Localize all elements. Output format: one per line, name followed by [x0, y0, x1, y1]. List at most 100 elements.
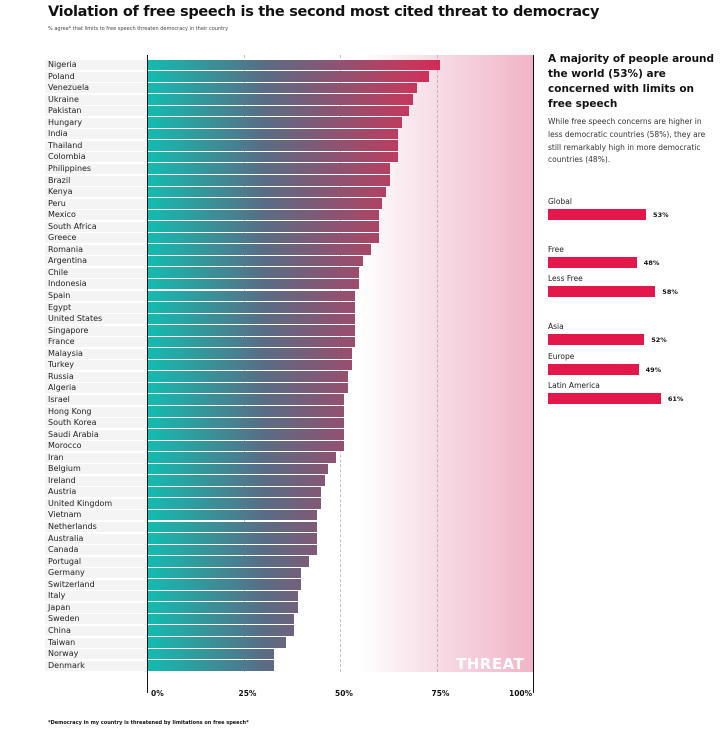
- bar-row: Colombia: [45, 151, 533, 163]
- bar-row: Poland: [45, 71, 533, 83]
- label-band: [45, 475, 147, 486]
- bar: [147, 660, 275, 671]
- bar-row: Egypt: [45, 302, 533, 314]
- bar-row: Australia: [45, 533, 533, 545]
- bar: [147, 429, 344, 440]
- label-band: [45, 464, 147, 475]
- category-label: Netherlands: [48, 522, 97, 531]
- bar-row: South Korea: [45, 417, 533, 429]
- label-band: [45, 522, 147, 532]
- category-label: Malaysia: [48, 348, 83, 358]
- bar: [147, 117, 402, 128]
- bar-row: Denmark: [45, 660, 533, 672]
- bar: [147, 394, 344, 405]
- bar-row: Canada: [45, 544, 533, 556]
- bar: [147, 406, 344, 417]
- category-label: Israel: [48, 394, 70, 404]
- label-band: [45, 175, 147, 186]
- bar: [147, 475, 325, 486]
- panel-heading: A majority of people around the world (5…: [548, 53, 715, 110]
- category-label: Australia: [48, 533, 84, 543]
- bar-row: Greece: [45, 232, 533, 244]
- bar-row: Venezuela: [45, 82, 533, 94]
- category-label: Japan: [48, 602, 71, 612]
- bar: [147, 198, 383, 209]
- axis-line: [147, 55, 148, 693]
- bar-row: Spain: [45, 290, 533, 302]
- label-band: [45, 533, 147, 544]
- category-label: Canada: [48, 545, 79, 555]
- label-band: [45, 625, 147, 636]
- label-band: [45, 614, 147, 625]
- label-band: [45, 140, 147, 151]
- category-label: South Korea: [48, 418, 97, 428]
- label-band: [45, 163, 147, 174]
- bar-row: Norway: [45, 648, 533, 660]
- bar: [147, 440, 344, 452]
- bar: [147, 359, 352, 371]
- panel-bar: [548, 286, 656, 297]
- bar: [147, 105, 410, 117]
- category-label: Austria: [48, 487, 77, 497]
- label-band: [45, 660, 147, 671]
- category-label: Poland: [48, 71, 75, 81]
- panel-bar: [548, 334, 645, 345]
- bar: [147, 175, 391, 186]
- panel-bar-value: 49%: [645, 366, 662, 374]
- panel-bar-value: 58%: [662, 288, 678, 296]
- panel-bar: [548, 364, 639, 375]
- bar: [147, 221, 379, 232]
- bar-row: Netherlands: [45, 521, 533, 533]
- bar-row: Philippines: [45, 163, 533, 175]
- category-label: Singapore: [48, 325, 89, 335]
- bar: [147, 336, 356, 348]
- category-label: Peru: [48, 198, 66, 208]
- bar-row: Brazil: [45, 175, 533, 187]
- bar: [147, 556, 310, 567]
- tick-label: 0%: [151, 689, 164, 698]
- bar-row: Pakistan: [45, 105, 533, 117]
- bar: [147, 613, 294, 625]
- bar-row: Germany: [45, 567, 533, 579]
- label-band: [45, 556, 147, 567]
- bar-row: Ireland: [45, 475, 533, 487]
- category-label: Chile: [48, 267, 69, 277]
- panel-bar: [548, 257, 637, 268]
- category-label: Indonesia: [48, 279, 87, 289]
- bar: [147, 533, 317, 544]
- label-band: [45, 360, 147, 371]
- tick-label: 25%: [238, 689, 257, 698]
- category-label: United Kingdom: [48, 498, 113, 508]
- panel-text: While free speech concerns are higher in…: [548, 117, 706, 165]
- category-label: Taiwan: [48, 637, 76, 647]
- bar: [147, 371, 348, 382]
- label-band: [45, 244, 147, 255]
- panel-bar-label: Asia: [548, 322, 564, 331]
- category-label: Hong Kong: [48, 406, 92, 416]
- bar-row: South Africa: [45, 221, 533, 233]
- bar-row: Peru: [45, 198, 533, 210]
- bar-row: Russia: [45, 371, 533, 383]
- category-label: Thailand: [48, 140, 83, 150]
- bar: [147, 544, 317, 556]
- bar: [147, 579, 302, 590]
- bar-row: Turkey: [45, 359, 533, 371]
- panel-bar: [548, 209, 647, 220]
- label-band: [45, 291, 147, 301]
- label-band: [45, 198, 147, 209]
- category-label: Switzerland: [48, 579, 95, 589]
- bar: [147, 509, 317, 521]
- label-band: [45, 649, 147, 660]
- category-label: Egypt: [48, 302, 72, 312]
- category-label: Morocco: [48, 441, 82, 451]
- category-label: Argentina: [48, 256, 88, 266]
- bar: [147, 602, 298, 613]
- category-label: Sweden: [48, 614, 80, 624]
- label-band: [45, 302, 147, 313]
- panel-bar-label: Less Free: [548, 274, 583, 283]
- bar: [147, 290, 356, 301]
- label-band: [45, 441, 147, 452]
- bar: [147, 625, 294, 636]
- bar: [147, 278, 360, 290]
